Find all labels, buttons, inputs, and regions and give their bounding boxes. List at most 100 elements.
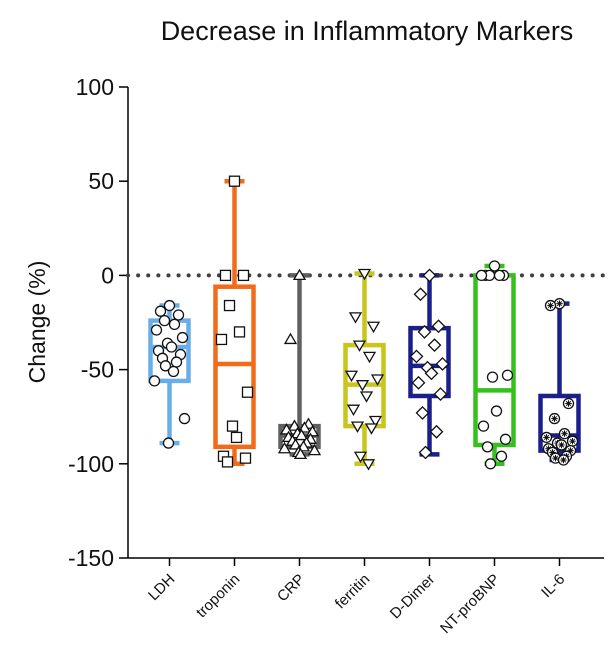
data-point xyxy=(355,380,370,392)
data-point xyxy=(215,333,228,346)
data-point xyxy=(366,321,381,334)
data-point xyxy=(429,424,444,439)
data-point xyxy=(477,420,490,432)
data-points xyxy=(344,268,385,471)
data-point xyxy=(357,268,372,281)
y-tick-label: 0 xyxy=(101,262,114,288)
data-point xyxy=(417,325,432,339)
y-axis-label: Change (%) xyxy=(24,261,50,384)
data-point xyxy=(431,319,446,334)
box-d-dimer xyxy=(408,268,451,460)
data-point xyxy=(493,269,506,282)
data-point xyxy=(158,314,171,327)
data-point xyxy=(558,428,571,440)
data-point xyxy=(418,445,433,460)
iqr-box xyxy=(473,273,516,448)
data-point xyxy=(150,324,163,336)
data-point xyxy=(475,269,488,282)
data-point xyxy=(499,433,512,445)
data-point xyxy=(544,299,557,312)
x-tick-label: D-Dimer xyxy=(387,571,438,622)
data-point xyxy=(305,424,320,437)
data-point xyxy=(221,456,234,468)
data-point xyxy=(230,431,243,444)
data-point-stroke xyxy=(558,442,565,448)
data-point xyxy=(148,375,161,387)
y-tick-label: -150 xyxy=(68,545,114,571)
data-point-stroke xyxy=(569,438,576,444)
data-point xyxy=(277,441,292,454)
data-point xyxy=(348,312,363,324)
data-point-stroke xyxy=(565,400,572,407)
data-point xyxy=(368,415,383,428)
data-point xyxy=(435,357,450,371)
box-ldh xyxy=(148,299,191,449)
data-point xyxy=(364,423,379,435)
data-point xyxy=(481,441,494,453)
data-point xyxy=(486,371,499,383)
data-point xyxy=(294,428,309,441)
box-nt-probnp xyxy=(473,260,516,470)
box-series xyxy=(148,175,581,471)
data-point-stroke xyxy=(556,301,563,307)
data-points xyxy=(215,175,254,468)
data-point xyxy=(548,412,561,425)
y-tick-label: 100 xyxy=(76,74,114,100)
y-tick-label: -50 xyxy=(81,357,114,383)
data-point xyxy=(237,269,250,282)
data-point xyxy=(484,458,497,470)
iqr-box xyxy=(213,284,256,450)
data-point xyxy=(226,420,239,432)
chart-title: Decrease in Inflammatory Markers xyxy=(161,16,574,46)
data-point xyxy=(409,349,424,364)
y-tick-label: -100 xyxy=(68,451,114,477)
x-tick-label: ferritin xyxy=(332,571,373,612)
y-tick-label: 50 xyxy=(88,168,114,194)
x-tick-label: CRP xyxy=(274,571,308,605)
data-point xyxy=(170,356,183,368)
x-tick-label: IL-6 xyxy=(538,571,568,601)
axes: 100 50 0 -50 -100 -150 xyxy=(68,74,604,571)
data-point-stroke xyxy=(547,302,554,309)
data-point xyxy=(501,369,514,381)
data-point xyxy=(352,340,367,352)
data-point-stroke xyxy=(560,457,567,463)
data-point xyxy=(168,318,181,331)
data-point xyxy=(490,405,503,417)
data-point xyxy=(361,459,376,471)
data-point xyxy=(370,374,385,386)
data-point xyxy=(424,366,439,381)
data-point xyxy=(293,447,308,460)
data-point xyxy=(307,443,322,456)
data-point xyxy=(223,299,236,312)
box-crp xyxy=(277,268,322,460)
data-point xyxy=(178,412,191,425)
box-il-6 xyxy=(538,298,581,466)
data-point xyxy=(154,305,167,317)
data-point xyxy=(163,299,176,312)
data-point xyxy=(167,365,180,378)
data-point xyxy=(566,435,579,447)
iqr-box xyxy=(538,393,581,453)
iqr-box xyxy=(408,325,451,399)
data-point xyxy=(233,326,246,338)
data-points xyxy=(409,268,450,460)
data-point xyxy=(279,423,294,435)
x-tick-label: LDH xyxy=(145,571,178,604)
data-point xyxy=(555,439,568,451)
data-point xyxy=(283,332,298,345)
data-point xyxy=(413,287,428,302)
data-point xyxy=(219,269,232,282)
data-point xyxy=(422,268,437,283)
data-point xyxy=(562,397,575,410)
data-point xyxy=(433,387,448,402)
data-point xyxy=(346,404,361,416)
data-point xyxy=(165,341,178,353)
data-point xyxy=(162,437,175,449)
data-point xyxy=(350,421,365,433)
data-point xyxy=(553,298,566,310)
data-point xyxy=(172,309,185,321)
data-points xyxy=(277,268,322,460)
